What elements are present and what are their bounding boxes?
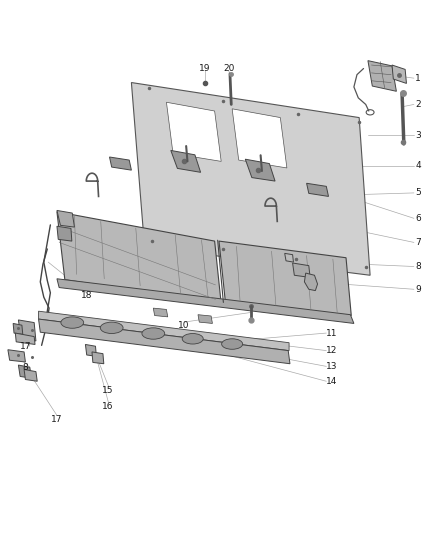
Text: 13: 13: [326, 362, 338, 371]
Text: 9: 9: [415, 285, 421, 294]
Polygon shape: [13, 324, 23, 334]
Polygon shape: [198, 314, 212, 324]
Ellipse shape: [142, 328, 165, 339]
Ellipse shape: [222, 339, 243, 349]
Polygon shape: [18, 320, 36, 341]
Text: 12: 12: [326, 346, 338, 355]
Polygon shape: [293, 263, 310, 278]
Polygon shape: [39, 319, 290, 364]
Text: 3: 3: [415, 131, 421, 140]
Polygon shape: [304, 273, 318, 290]
Text: 16: 16: [102, 402, 113, 411]
Polygon shape: [153, 308, 168, 317]
Polygon shape: [57, 279, 354, 324]
Ellipse shape: [100, 322, 123, 334]
Ellipse shape: [61, 317, 84, 328]
Polygon shape: [232, 109, 287, 168]
Polygon shape: [92, 352, 104, 364]
Text: 17: 17: [20, 342, 31, 351]
Text: 11: 11: [326, 328, 338, 337]
Polygon shape: [285, 253, 293, 262]
Polygon shape: [85, 344, 96, 356]
Polygon shape: [39, 311, 289, 351]
Polygon shape: [219, 241, 351, 316]
Text: 2: 2: [416, 100, 421, 109]
Text: 10: 10: [178, 321, 190, 330]
Ellipse shape: [182, 334, 203, 344]
Text: 17: 17: [51, 415, 63, 424]
Polygon shape: [15, 333, 35, 344]
Text: 7: 7: [415, 238, 421, 247]
Text: 5: 5: [415, 189, 421, 197]
Text: 4: 4: [416, 161, 421, 170]
Text: 15: 15: [102, 385, 113, 394]
Polygon shape: [57, 211, 74, 227]
Text: 19: 19: [199, 63, 211, 72]
Polygon shape: [110, 157, 131, 170]
Polygon shape: [307, 183, 328, 197]
Polygon shape: [18, 365, 32, 378]
Polygon shape: [131, 83, 370, 275]
Text: 18: 18: [81, 292, 92, 301]
Text: 8: 8: [415, 262, 421, 271]
Text: 8: 8: [22, 363, 28, 372]
Polygon shape: [166, 102, 221, 161]
Polygon shape: [245, 159, 275, 181]
Text: 1: 1: [415, 74, 421, 83]
Polygon shape: [57, 226, 72, 241]
Text: 20: 20: [223, 63, 234, 72]
Polygon shape: [8, 350, 25, 362]
Polygon shape: [57, 212, 221, 304]
Polygon shape: [171, 150, 201, 172]
Polygon shape: [24, 369, 37, 381]
Text: 14: 14: [326, 377, 338, 386]
Polygon shape: [392, 65, 406, 84]
Text: 6: 6: [415, 214, 421, 223]
Polygon shape: [368, 61, 396, 91]
